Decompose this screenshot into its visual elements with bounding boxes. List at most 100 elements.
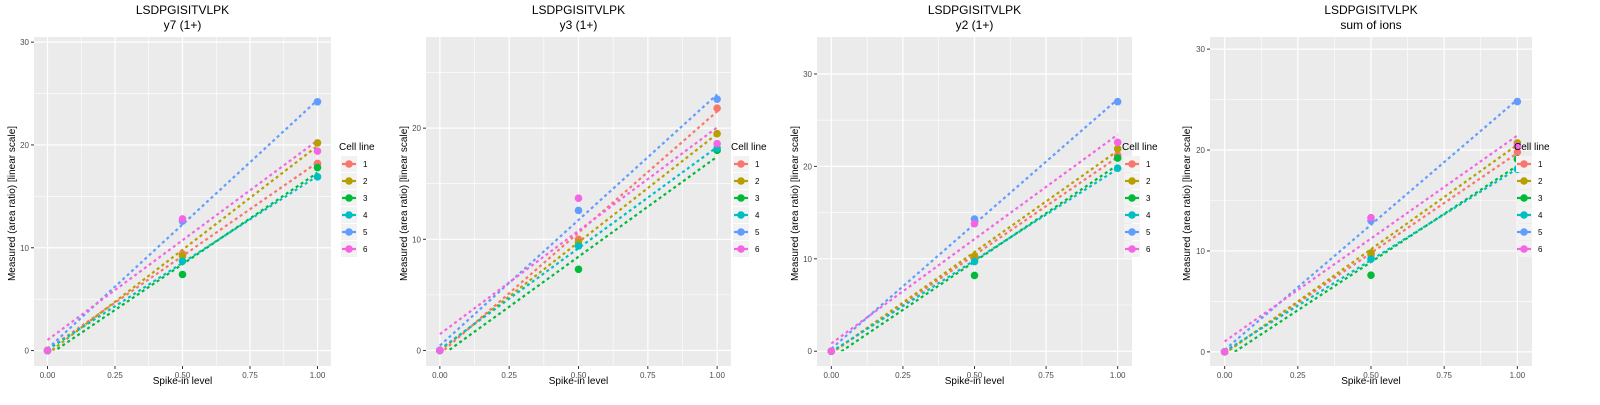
data-point-series-2 xyxy=(713,129,721,138)
legend-key-point xyxy=(345,194,353,202)
legend-title: Cell line xyxy=(339,142,375,153)
y-tick-label: 30 xyxy=(803,70,812,79)
chart-subtitle: y7 (1+) xyxy=(164,18,202,32)
fit-line-series-1 xyxy=(832,156,1119,352)
y-tick-label: 30 xyxy=(20,38,29,47)
legend-item-2: 2 xyxy=(1516,173,1543,189)
legend-key-point xyxy=(1128,228,1136,236)
legend-label: 3 xyxy=(363,194,368,203)
legend-key-point xyxy=(345,245,353,253)
y-tick-label: 20 xyxy=(1196,146,1205,155)
legend-key-point xyxy=(345,160,353,168)
legend-item-1: 1 xyxy=(1124,156,1151,172)
legend-label: 4 xyxy=(1146,211,1151,220)
legend-label: 5 xyxy=(1538,228,1543,237)
fit-line-series-6 xyxy=(439,126,718,336)
chart-panel-3: 0.00 0.25 0.50 0.75 1.00 0 10 20 30 LSDPGISITVLPK… xyxy=(790,3,1158,387)
data-point-series-6 xyxy=(1113,138,1122,147)
data-point-series-2 xyxy=(1113,145,1122,153)
legend-item-1: 1 xyxy=(733,156,760,172)
fit-line-series-5 xyxy=(1223,98,1519,351)
legend: Cell line 1 2 3 4 5 6 xyxy=(1122,142,1158,257)
legend-item-1: 1 xyxy=(341,156,368,172)
legend-key-point xyxy=(345,211,353,219)
legend-label: 4 xyxy=(363,211,368,220)
legend: Cell line 1 2 3 4 5 6 xyxy=(1514,142,1550,257)
data-point-series-2 xyxy=(970,252,979,260)
y-tick-label: 0 xyxy=(1201,348,1206,357)
data-point-series-6 xyxy=(574,194,583,202)
legend-key-point xyxy=(737,211,745,219)
fit-line-series-1 xyxy=(1224,152,1518,352)
legend-key-point xyxy=(1128,160,1136,168)
chart-panel-1: 0.00 0.25 0.50 0.75 1.00 0 10 20 30 LSDPGISITVLPK… xyxy=(7,3,375,387)
data-point-series-6 xyxy=(1513,142,1522,150)
legend-item-6: 6 xyxy=(733,241,760,257)
x-tick-label: 0.25 xyxy=(895,371,911,380)
legend-item-4: 4 xyxy=(1124,207,1151,223)
data-point-series-5 xyxy=(1513,97,1522,106)
x-tick-label: 0.50 xyxy=(967,371,983,380)
x-tick-label: 0.25 xyxy=(1290,371,1306,380)
fit-line-series-6 xyxy=(46,139,319,341)
data-point-series-5 xyxy=(574,206,583,215)
legend-item-5: 5 xyxy=(1516,224,1543,240)
x-tick-label: 0.00 xyxy=(40,371,56,380)
legend-key-point xyxy=(1128,177,1136,185)
legend-key-point xyxy=(345,228,353,236)
x-tick-label: 1.00 xyxy=(709,371,725,380)
y-tick-label: 0 xyxy=(417,346,422,355)
x-tick-label: 0.75 xyxy=(1038,371,1054,380)
fit-line-series-1 xyxy=(442,110,718,351)
data-point-series-2 xyxy=(313,139,322,147)
data-point-series-4 xyxy=(970,257,979,266)
y-axis-label: Measured (area ratio) [linear scale] xyxy=(790,126,801,281)
legend-key-point xyxy=(737,177,745,185)
data-point-series-4 xyxy=(313,173,322,181)
legend-key-point xyxy=(1128,194,1136,202)
chart-panel-4: 0.00 0.25 0.50 0.75 1.00 0 10 20 30 LSDPGISITVLPK… xyxy=(1182,3,1550,387)
legend: Cell line 1 2 3 4 5 6 xyxy=(731,142,767,257)
data-point-series-5 xyxy=(713,95,721,104)
x-tick-label: 0.50 xyxy=(175,371,191,380)
data-point-series-5 xyxy=(1113,97,1122,106)
x-tick-label: 0.50 xyxy=(571,371,587,380)
legend-key-point xyxy=(737,194,745,202)
x-tick-label: 0.75 xyxy=(640,371,656,380)
y-tick-label: 10 xyxy=(412,235,421,244)
y-axis-label: Measured (area ratio) [linear scale] xyxy=(399,126,410,281)
x-axis-label: Spike-in level xyxy=(1341,376,1400,387)
data-point-series-4 xyxy=(1113,164,1122,173)
data-point-series-2 xyxy=(1367,249,1375,257)
legend-key-point xyxy=(1520,228,1528,236)
legend-item-3: 3 xyxy=(1516,190,1543,206)
legend-title: Cell line xyxy=(731,142,767,153)
data-point-series-1 xyxy=(713,104,721,112)
data-point-series-3 xyxy=(178,270,187,279)
data-point-series-6 xyxy=(313,147,322,155)
y-tick-label: 0 xyxy=(808,347,813,356)
x-tick-label: 1.00 xyxy=(1110,371,1126,380)
x-tick-label: 0.50 xyxy=(1363,371,1379,380)
data-point-series-3 xyxy=(970,271,979,280)
legend-label: 6 xyxy=(755,245,760,254)
x-tick-label: 0.25 xyxy=(107,371,123,380)
y-tick-label: 10 xyxy=(803,255,812,264)
legend-key-point xyxy=(1128,211,1136,219)
fit-line-series-2 xyxy=(49,145,319,351)
data-point-series-4 xyxy=(1367,255,1375,263)
x-axis-label: Spike-in level xyxy=(549,376,608,387)
legend-key-point xyxy=(1128,245,1136,253)
x-axis-label: Spike-in level xyxy=(945,376,1004,387)
y-tick-label: 10 xyxy=(1196,247,1205,256)
legend-item-6: 6 xyxy=(1516,241,1543,257)
legend-item-3: 3 xyxy=(1124,190,1151,206)
data-point-series-3 xyxy=(574,265,583,274)
data-point-series-1 xyxy=(1513,148,1522,156)
chart-title: LSDPGISITVLPK xyxy=(928,3,1021,17)
legend-label: 5 xyxy=(363,228,368,237)
legend-item-3: 3 xyxy=(733,190,760,206)
data-point-series-6 xyxy=(1220,348,1229,356)
